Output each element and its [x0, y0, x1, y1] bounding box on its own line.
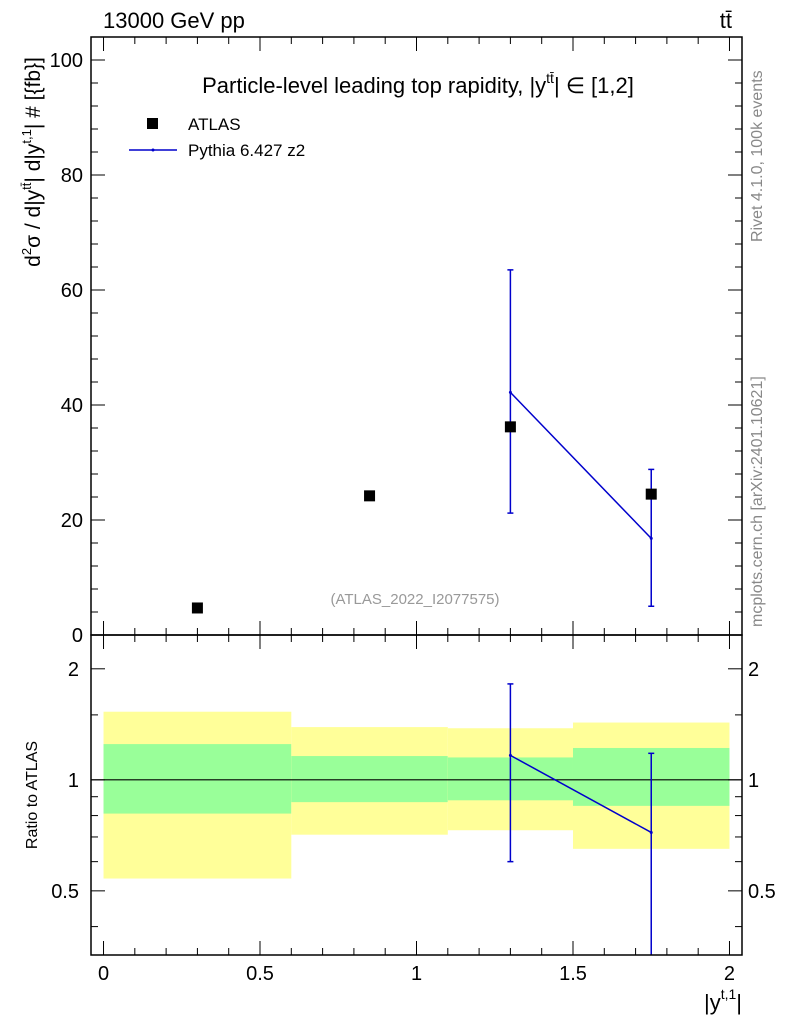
ratio-y-tick-label-right: 2	[748, 659, 759, 681]
legend-label-atlas: ATLAS	[188, 115, 241, 134]
process-label: 13000 GeV pp	[103, 8, 245, 33]
rivet-version-label: Rivet 4.1.0, 100k events	[749, 70, 766, 242]
x-tick-label: 1	[411, 963, 422, 985]
ratio-y-axis: 0.5 0.5 1 1 2 2	[51, 659, 776, 928]
main-y-tick-label: 80	[61, 165, 83, 187]
main-y-axis: 0 20 40 60 80 100	[50, 50, 742, 647]
ratio-y-tick-label-right: 0.5	[748, 881, 776, 903]
main-y-tick-label: 20	[61, 510, 83, 532]
x-tick-label: 1.5	[559, 963, 587, 985]
pythia-ratio-line	[510, 754, 652, 834]
x-tick-label: 0.5	[246, 963, 274, 985]
pythia-point	[508, 390, 512, 394]
main-x-ticks	[103, 37, 730, 635]
ratio-y-tick-label: 0.5	[51, 881, 79, 903]
title-superscript: tt̄	[546, 70, 554, 86]
ratio-y-axis-label: Ratio to ATLAS	[24, 741, 41, 849]
legend: ATLAS Pythia 6.427 z2	[129, 115, 305, 160]
pythia-series	[507, 269, 655, 607]
atlas-series	[191, 421, 657, 614]
pythia-ratio-point	[508, 753, 512, 757]
mcplots-reference-label: mcplots.cern.ch [arXiv:2401.10621]	[749, 376, 766, 627]
pythia-line	[509, 391, 652, 539]
chart-title: Particle-level leading top rapidity, |yt…	[202, 70, 634, 98]
legend-marker-pythia-dot	[151, 148, 155, 152]
pythia-ratio-point	[649, 830, 653, 834]
uncertainty-bands	[103, 711, 730, 879]
x-axis: 0 0.5 1 1.5 2	[98, 635, 735, 985]
atlas-data-point	[645, 488, 657, 500]
ratio-y-tick-label: 2	[68, 659, 79, 681]
atlas-data-point	[364, 490, 376, 502]
main-y-axis-label: d2σ / d|ytt̄| d|yt,1| # [{fb}]	[19, 57, 45, 267]
x-axis-label: |yt,1|	[704, 986, 742, 1015]
main-y-tick-label: 40	[61, 395, 83, 417]
atlas-data-point	[504, 421, 516, 433]
ratio-y-tick-label-right: 1	[748, 770, 759, 792]
ratio-panel: 0.5 0.5 1 1 2 2 0 0.5 1 1.5 2 Ratio to ATLAS |yt,…	[24, 634, 776, 1015]
pythia-point	[649, 536, 653, 540]
analysis-id-annotation: (ATLAS_2022_I2077575)	[330, 591, 499, 608]
atlas-data-point	[191, 602, 203, 614]
final-state-label: tt̄	[720, 8, 732, 33]
legend-label-pythia: Pythia 6.427 z2	[188, 141, 305, 160]
inner-uncertainty-band	[103, 744, 292, 814]
main-y-tick-label: 0	[72, 625, 83, 647]
ratio-y-tick-label: 1	[68, 770, 79, 792]
main-panel: 0 20 40 60 80 100 Particle-level leading top …	[19, 36, 743, 647]
x-tick-label: 2	[724, 963, 735, 985]
x-tick-label: 0	[98, 963, 109, 985]
main-y-tick-label: 60	[61, 280, 83, 302]
pythia-ratio-series	[507, 683, 655, 955]
inner-uncertainty-band	[291, 756, 448, 803]
legend-marker-atlas	[147, 118, 158, 129]
main-y-tick-label: 100	[50, 50, 83, 72]
